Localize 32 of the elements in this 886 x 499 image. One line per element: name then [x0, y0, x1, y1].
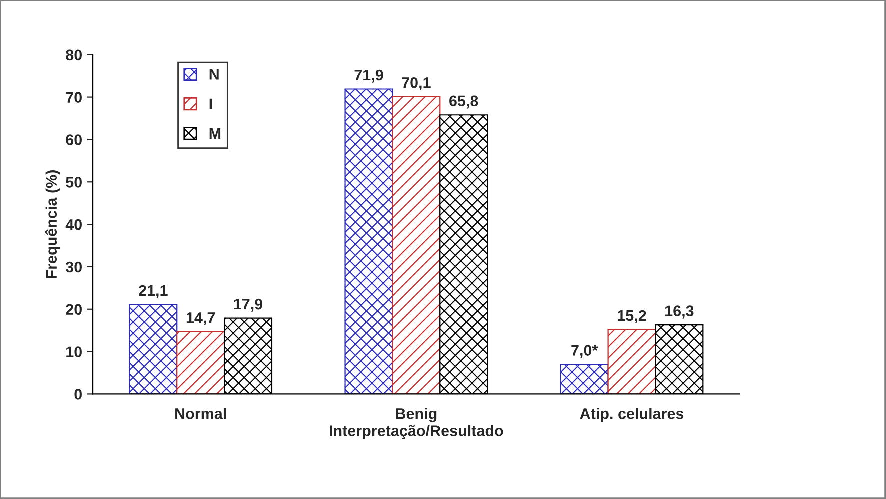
data-label: 65,8 [450, 96, 478, 109]
legend-label: M [210, 128, 221, 139]
bar [344, 88, 394, 394]
bar [560, 364, 609, 394]
y-tick-label: 70 [66, 92, 82, 103]
y-tick-label: 60 [66, 134, 82, 146]
data-label: 7,0* [572, 345, 598, 358]
y-tick-label: 10 [66, 346, 82, 358]
y-tick-label: 0 [74, 389, 82, 400]
data-label: 17,9 [234, 298, 263, 312]
y-tick-label: 30 [66, 262, 82, 273]
bar [608, 329, 656, 394]
x-tick-label: Atip. celulares [580, 408, 684, 422]
bar [176, 331, 226, 394]
data-label: 71,9 [354, 70, 384, 83]
x-tick-label: Benig [396, 408, 437, 422]
legend-label: I [210, 98, 212, 110]
legend-label: N [210, 69, 219, 80]
y-tick-label: 20 [66, 304, 82, 316]
y-axis-title: Frequência (%) [45, 170, 60, 278]
data-label: 70,1 [402, 77, 431, 91]
y-tick-label: 40 [66, 219, 82, 230]
x-tick-label: Normal [176, 408, 226, 420]
data-label: 21,1 [139, 285, 168, 298]
data-label: 16,3 [666, 306, 694, 319]
data-label: 14,7 [186, 312, 216, 326]
bar [129, 304, 178, 394]
y-tick-label: 50 [66, 177, 82, 188]
bar [392, 96, 441, 394]
x-axis-title: Interpretação/Resultado [330, 425, 504, 440]
y-tick-label: 80 [66, 50, 82, 61]
data-label: 15,2 [618, 310, 646, 324]
